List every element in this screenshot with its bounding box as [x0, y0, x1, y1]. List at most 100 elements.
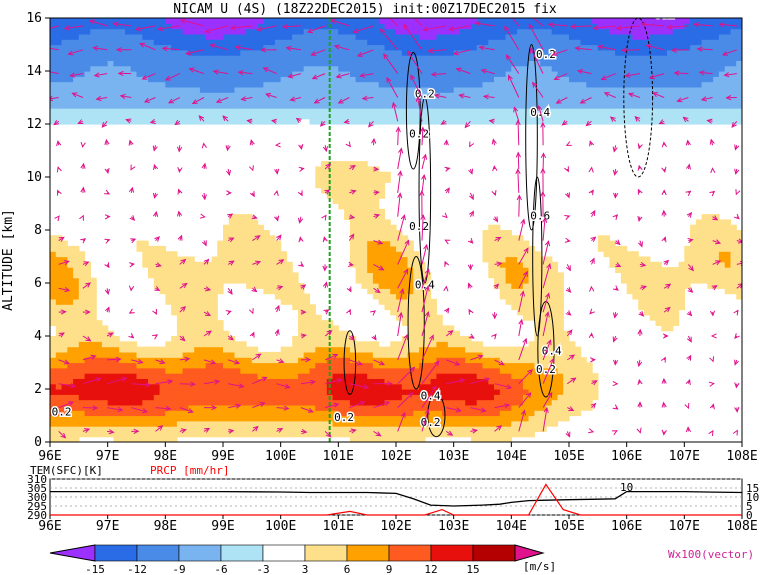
u-wind-cell	[136, 33, 143, 40]
u-wind-cell	[61, 389, 68, 395]
u-wind-cell	[545, 404, 553, 411]
u-wind-cell	[644, 267, 651, 273]
u-wind-cell	[649, 65, 657, 72]
u-wind-cell	[130, 383, 138, 390]
u-wind-cell	[378, 346, 386, 353]
u-wind-cell	[257, 60, 264, 67]
u-wind-cell	[528, 351, 535, 358]
u-wind-cell	[430, 304, 437, 311]
u-wind-cell	[557, 389, 564, 395]
u-wind-cell	[545, 325, 553, 332]
u-wind-cell	[194, 394, 201, 401]
u-wind-cell	[107, 28, 115, 35]
u-wind-cell	[361, 113, 368, 120]
u-wind-cell	[384, 431, 391, 438]
u-wind-cell	[246, 362, 253, 369]
u-wind-cell	[67, 325, 74, 332]
u-wind-cell	[55, 113, 63, 120]
u-wind-cell	[61, 60, 68, 67]
u-wind-cell	[580, 394, 587, 401]
u-wind-cell	[644, 81, 651, 88]
u-wind-cell	[188, 283, 195, 289]
u-wind-cell	[165, 118, 172, 125]
u-wind-cell	[171, 86, 178, 93]
u-wind-cell	[78, 33, 86, 40]
u-wind-cell	[199, 49, 207, 56]
u-wind-cell	[73, 351, 80, 358]
u-wind-cell	[644, 28, 651, 35]
u-wind-cell	[182, 113, 189, 120]
u-wind-cell	[355, 203, 362, 210]
u-wind-cell	[101, 367, 109, 374]
u-wind-cell	[274, 431, 282, 438]
u-wind-cell	[228, 362, 236, 369]
u-wind-cell	[55, 71, 63, 77]
u-wind-cell	[251, 346, 259, 353]
u-wind-cell	[407, 283, 414, 289]
u-wind-cell	[488, 245, 495, 252]
u-wind-cell	[563, 410, 570, 417]
u-wind-cell	[522, 309, 530, 316]
u-wind-cell	[522, 351, 530, 358]
u-wind-cell	[528, 92, 535, 99]
u-wind-cell	[113, 383, 120, 390]
u-wind-cell	[401, 44, 409, 51]
u-wind-cell	[557, 415, 564, 422]
u-wind-cell	[482, 113, 489, 120]
u-wind-cell	[113, 97, 120, 104]
u-wind-cell	[130, 102, 138, 109]
u-wind-cell	[309, 373, 316, 379]
u-wind-cell	[569, 65, 576, 72]
u-wind-cell	[101, 65, 109, 72]
u-wind-cell	[153, 389, 161, 395]
u-wind-cell	[592, 86, 599, 93]
u-wind-cell	[517, 399, 524, 406]
u-wind-cell	[534, 55, 541, 61]
u-wind-cell	[251, 44, 259, 51]
u-wind-cell	[90, 373, 97, 379]
u-wind-cell	[615, 23, 622, 30]
u-wind-cell	[90, 378, 97, 385]
u-wind-cell	[378, 420, 386, 427]
u-wind-cell	[609, 245, 616, 252]
u-wind-cell	[476, 351, 484, 358]
u-wind-cell	[84, 399, 91, 406]
u-wind-cell	[499, 230, 507, 236]
u-wind-cell	[557, 399, 564, 406]
u-wind-cell	[188, 341, 195, 348]
u-wind-cell	[263, 383, 270, 390]
u-wind-cell	[592, 55, 599, 61]
u-wind-cell	[390, 118, 397, 125]
u-wind-cell	[73, 261, 80, 268]
u-wind-cell	[211, 71, 218, 77]
u-wind-cell	[638, 288, 645, 295]
u-wind-cell	[90, 49, 97, 56]
u-wind-cell	[182, 55, 189, 61]
u-wind-cell	[580, 108, 587, 114]
u-wind-cell	[67, 378, 74, 385]
u-wind-cell	[257, 81, 264, 88]
u-wind-cell	[50, 71, 57, 77]
u-wind-cell	[505, 97, 512, 104]
u-wind-cell	[390, 283, 397, 289]
u-wind-cell	[401, 108, 409, 114]
u-wind-cell	[603, 65, 610, 72]
u-wind-cell	[649, 28, 657, 35]
u-wind-cell	[563, 33, 570, 40]
u-wind-cell	[194, 298, 201, 305]
u-wind-cell	[153, 118, 161, 125]
u-wind-cell	[217, 346, 224, 353]
u-wind-cell	[476, 28, 484, 35]
u-wind-cell	[67, 426, 74, 432]
u-wind-cell	[61, 102, 68, 109]
u-wind-cell	[563, 330, 570, 337]
u-wind-cell	[430, 309, 437, 316]
u-wind-cell	[338, 86, 345, 93]
u-wind-cell	[349, 102, 357, 109]
u-wind-cell	[638, 44, 645, 51]
u-wind-cell	[153, 23, 161, 30]
u-wind-cell	[67, 44, 74, 51]
u-wind-cell	[361, 389, 368, 395]
u-wind-cell	[90, 325, 97, 332]
u-wind-cell	[96, 39, 103, 46]
